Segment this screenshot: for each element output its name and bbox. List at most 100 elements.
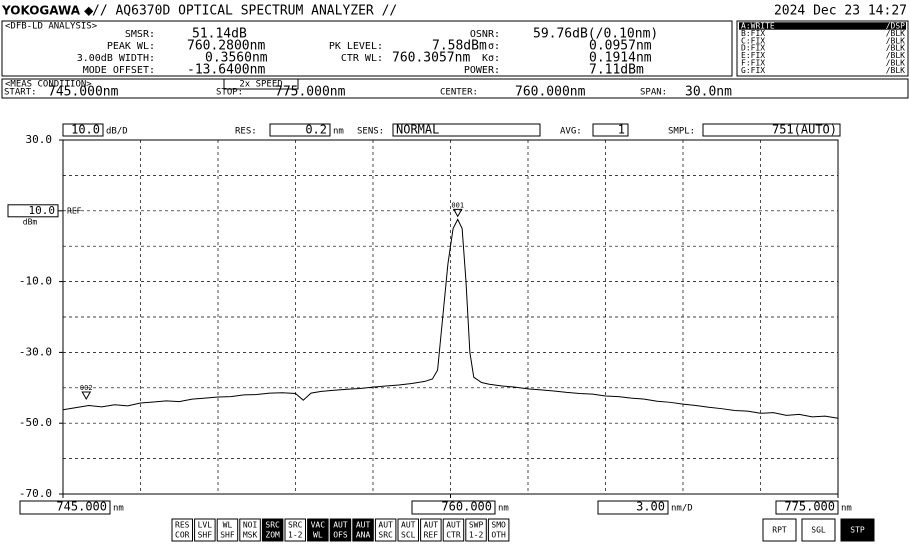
button-label: REF bbox=[424, 531, 439, 540]
button-label: SCL bbox=[401, 531, 416, 540]
setting-label: SMPL: bbox=[668, 127, 695, 137]
setting-unit: nm bbox=[333, 127, 344, 137]
setting-label: RES: bbox=[235, 127, 257, 137]
soft-button[interactable] bbox=[840, 518, 875, 542]
setting-box bbox=[702, 123, 841, 137]
meas-label: SPAN: bbox=[640, 88, 667, 98]
setting-box bbox=[269, 123, 331, 137]
x-unit: nm bbox=[498, 504, 509, 514]
soft-button[interactable] bbox=[442, 518, 465, 542]
analysis-value: 59.76dB(/0.10nm) bbox=[533, 27, 658, 42]
marker-label: 001 bbox=[451, 201, 464, 209]
button-label: SRC bbox=[265, 521, 280, 530]
analysis-label: Kσ: bbox=[482, 53, 500, 64]
y-division-unit: dB/D bbox=[106, 127, 128, 137]
soft-button[interactable] bbox=[216, 518, 239, 542]
soft-button[interactable] bbox=[352, 518, 374, 542]
analysis-label: OSNR: bbox=[470, 29, 500, 40]
datetime: 2024 Dec 23 14:27 bbox=[774, 4, 907, 19]
trace-highlight bbox=[739, 22, 906, 30]
setting-value: 1 bbox=[618, 123, 625, 137]
brand: YOKOGAWA ◆ bbox=[1, 4, 94, 18]
x-tick-label: 760.000 bbox=[441, 500, 492, 514]
x-unit: nm bbox=[113, 504, 124, 514]
button-label: RES bbox=[175, 521, 190, 530]
analysis-value: 0.0957nm bbox=[589, 39, 652, 54]
y-division: 10.0 bbox=[71, 123, 100, 137]
trace-mode: /BLK bbox=[886, 44, 905, 53]
soft-button[interactable] bbox=[194, 518, 216, 542]
soft-button[interactable] bbox=[487, 518, 510, 542]
x-division-box bbox=[597, 500, 669, 515]
soft-button[interactable] bbox=[239, 518, 261, 542]
meas-label: CENTER: bbox=[440, 88, 478, 98]
trace-name: D:FIX bbox=[741, 44, 765, 53]
analysis-label: PEAK WL: bbox=[107, 41, 155, 52]
x-division-unit: nm/D bbox=[671, 504, 693, 514]
button-label: STP bbox=[850, 526, 865, 535]
soft-button[interactable] bbox=[261, 518, 284, 542]
button-label: WL bbox=[313, 531, 323, 540]
button-label: SHF bbox=[198, 531, 213, 540]
marker bbox=[81, 391, 92, 400]
soft-button[interactable] bbox=[420, 518, 442, 542]
soft-button[interactable] bbox=[284, 518, 306, 542]
button-label: ANA bbox=[356, 531, 371, 540]
soft-button[interactable] bbox=[397, 518, 419, 542]
y-tick-label: -30.0 bbox=[19, 345, 52, 358]
button-label: RPT bbox=[772, 526, 787, 535]
button-label: COR bbox=[175, 531, 190, 540]
x-tick-label: 775.000 bbox=[784, 500, 835, 514]
setting-value: 0.2 bbox=[305, 123, 327, 137]
trace-mode: /BLK bbox=[886, 59, 905, 68]
button-label: 1-2 bbox=[469, 531, 484, 540]
x-tick-label: 745.000 bbox=[56, 500, 107, 514]
trace-mode: /BLK bbox=[886, 36, 905, 45]
analysis-label: 3.00dB WIDTH: bbox=[77, 53, 155, 64]
spectrum-trace bbox=[62, 218, 839, 419]
soft-button[interactable] bbox=[465, 518, 487, 542]
y-tick-label: -10.0 bbox=[19, 275, 52, 288]
soft-button[interactable] bbox=[801, 518, 836, 542]
x-tick-box bbox=[19, 500, 111, 515]
button-label: CTR bbox=[446, 531, 461, 540]
scale-box bbox=[62, 123, 104, 137]
trace-name: G:FIX bbox=[741, 66, 765, 75]
trace-name: E:FIX bbox=[741, 51, 765, 60]
button-label: SMO bbox=[491, 521, 506, 530]
soft-button[interactable] bbox=[171, 518, 193, 542]
meas-value: 760.000nm bbox=[515, 85, 586, 100]
button-label: SHF bbox=[220, 531, 235, 540]
meas-value: 30.0nm bbox=[685, 85, 732, 100]
analysis-label: SMSR: bbox=[125, 29, 155, 40]
soft-button[interactable] bbox=[374, 518, 397, 542]
marker bbox=[452, 208, 463, 218]
setting-label: AVG: bbox=[560, 127, 582, 137]
analysis-label: σ: bbox=[488, 41, 500, 52]
trace-name: C:FIX bbox=[741, 36, 765, 45]
button-label: 1-2 bbox=[288, 531, 303, 540]
analysis-label: POWER: bbox=[464, 65, 500, 76]
speed: 2x SPEED bbox=[239, 80, 282, 90]
soft-button[interactable] bbox=[307, 518, 329, 542]
button-label: SGL bbox=[811, 526, 826, 535]
x-tick-box bbox=[411, 500, 496, 515]
x-division: 3.00 bbox=[636, 500, 665, 514]
meas-value: 745.000nm bbox=[48, 85, 119, 100]
soft-button[interactable] bbox=[329, 518, 352, 542]
button-label: AUT bbox=[378, 521, 393, 530]
button-label: WL bbox=[223, 521, 233, 530]
y-tick-label: 30.0 bbox=[26, 133, 53, 146]
trace-mode: /BLK bbox=[886, 29, 905, 38]
setting-box bbox=[392, 123, 541, 137]
button-label: LVL bbox=[198, 521, 213, 530]
setting-label: SENS: bbox=[357, 127, 384, 137]
soft-button[interactable] bbox=[762, 518, 797, 542]
button-label: AUT bbox=[401, 521, 416, 530]
trace-name: B:FIX bbox=[741, 29, 765, 38]
trace-mode: /BLK bbox=[886, 51, 905, 60]
meas-title: <MEAS CONDITION> bbox=[5, 80, 92, 90]
trace-box bbox=[736, 20, 909, 77]
analysis-label: PK LEVEL: bbox=[329, 41, 383, 52]
